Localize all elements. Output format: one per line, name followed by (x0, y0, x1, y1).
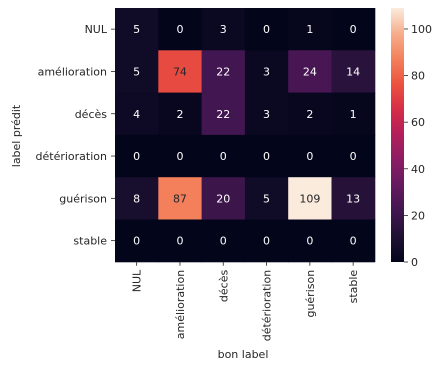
cell-value-label: 3 (220, 23, 227, 36)
cell-value-label: 8 (133, 192, 140, 205)
cell-value-label: 0 (306, 150, 313, 163)
cell-value-label: 0 (350, 150, 357, 163)
x-axis-label: bon label (218, 348, 269, 361)
heatmap-cell (331, 134, 376, 178)
cell-value-label: 0 (306, 235, 313, 248)
cell-value-label: 2 (306, 108, 313, 121)
cell-value-label: 0 (350, 23, 357, 36)
cell-value-label: 0 (350, 235, 357, 248)
cell-value-label: 0 (176, 23, 183, 36)
y-axis: NUL amélioration décès détérioration guériso… (36, 23, 115, 248)
heatmap-cell (244, 219, 289, 263)
cell-value-label: 4 (133, 108, 140, 121)
x-axis: NUL amélioration décès détérioration guériso… (131, 261, 360, 342)
y-tick-label: décès (75, 108, 108, 121)
cell-value-label: 0 (176, 235, 183, 248)
x-tick-label: stable (347, 270, 360, 304)
colorbar-tick-label: 20 (411, 209, 425, 222)
cell-value-label: 0 (220, 235, 227, 248)
cell-value-label: 14 (346, 65, 360, 78)
cell-value-label: 0 (263, 235, 270, 248)
heatmap-cell (201, 134, 246, 178)
heatmap-cell (115, 8, 159, 51)
heatmap-cell (331, 219, 376, 263)
cell-value-label: 5 (133, 23, 140, 36)
heatmap-cell (288, 134, 332, 178)
heatmap-cell (201, 50, 246, 94)
x-tick-label: guérison (304, 270, 317, 318)
cell-value-label: 2 (176, 108, 183, 121)
cell-value-label: 109 (299, 192, 320, 205)
heatmap-cell (158, 8, 203, 51)
cell-value-label: 0 (176, 150, 183, 163)
heatmap-cell (244, 8, 289, 51)
heatmap-cell (158, 219, 203, 263)
cell-value-label: 1 (306, 23, 313, 36)
heatmap-cell (331, 177, 376, 220)
heatmap-cell (115, 92, 159, 136)
cell-value-label: 3 (263, 65, 270, 78)
heatmap-cell (158, 177, 203, 220)
heatmap-cell (244, 177, 289, 220)
heatmap-cell (115, 50, 159, 94)
cell-value-label: 5 (133, 65, 140, 78)
heatmap-cells (115, 8, 376, 263)
heatmap-cell (115, 177, 159, 220)
x-tick-label: détérioration (261, 270, 274, 342)
heatmap-cell (288, 219, 332, 263)
heatmap-cell (158, 134, 203, 178)
cell-value-label: 13 (346, 192, 360, 205)
colorbar (391, 8, 404, 262)
heatmap-cell (158, 50, 203, 94)
y-tick-label: détérioration (36, 150, 108, 163)
heatmap-cell (244, 92, 289, 136)
heatmap-cell (201, 219, 246, 263)
heatmap-cell (201, 92, 246, 136)
colorbar-tick-label: 40 (411, 163, 425, 176)
y-axis-label: label prédit (10, 104, 23, 167)
heatmap-cell (331, 50, 376, 94)
heatmap-cell (288, 177, 332, 220)
y-tick-label: stable (73, 235, 107, 248)
colorbar-tick-label: 100 (411, 23, 432, 36)
heatmap-cell (331, 8, 376, 51)
y-tick-label: NUL (85, 23, 108, 36)
colorbar-ticks: 0 20 40 60 80 100 (404, 23, 432, 269)
cell-value-label: 1 (350, 108, 357, 121)
heatmap-cell (201, 8, 246, 51)
heatmap-cell (115, 134, 159, 178)
cell-value-label: 74 (173, 65, 187, 78)
cell-value-label: 0 (263, 23, 270, 36)
heatmap-cell (201, 177, 246, 220)
y-tick-label: amélioration (38, 65, 107, 78)
heatmap-cell (288, 50, 332, 94)
colorbar-tick-label: 80 (411, 70, 425, 83)
heatmap-cell-labels: 5 0 3 0 1 05 74 22 3 24 144 2 22 3 2 10 0 0 0 0 08 87 20 5 109 13… (133, 23, 360, 248)
cell-value-label: 22 (216, 108, 230, 121)
heatmap-cell (331, 92, 376, 136)
cell-value-label: 87 (173, 192, 187, 205)
cell-value-label: 5 (263, 192, 270, 205)
heatmap-cell (244, 50, 289, 94)
heatmap-cell (288, 92, 332, 136)
heatmap-cell (244, 134, 289, 178)
x-tick-label: NUL (131, 269, 144, 292)
heatmap-cell (158, 92, 203, 136)
colorbar-tick-label: 0 (411, 256, 418, 269)
x-tick-label: décès (217, 270, 230, 303)
cell-value-label: 20 (216, 192, 230, 205)
colorbar-tick-label: 60 (411, 116, 425, 129)
cell-value-label: 24 (303, 65, 317, 78)
heatmap-cell (288, 8, 332, 51)
cell-value-label: 0 (133, 150, 140, 163)
cell-value-label: 22 (216, 65, 230, 78)
cell-value-label: 0 (263, 150, 270, 163)
cell-value-label: 0 (133, 235, 140, 248)
cell-value-label: 0 (220, 150, 227, 163)
y-tick-label: guérison (59, 192, 107, 205)
x-tick-label: amélioration (174, 270, 187, 339)
cell-value-label: 3 (263, 108, 270, 121)
heatmap-cell (115, 219, 159, 263)
